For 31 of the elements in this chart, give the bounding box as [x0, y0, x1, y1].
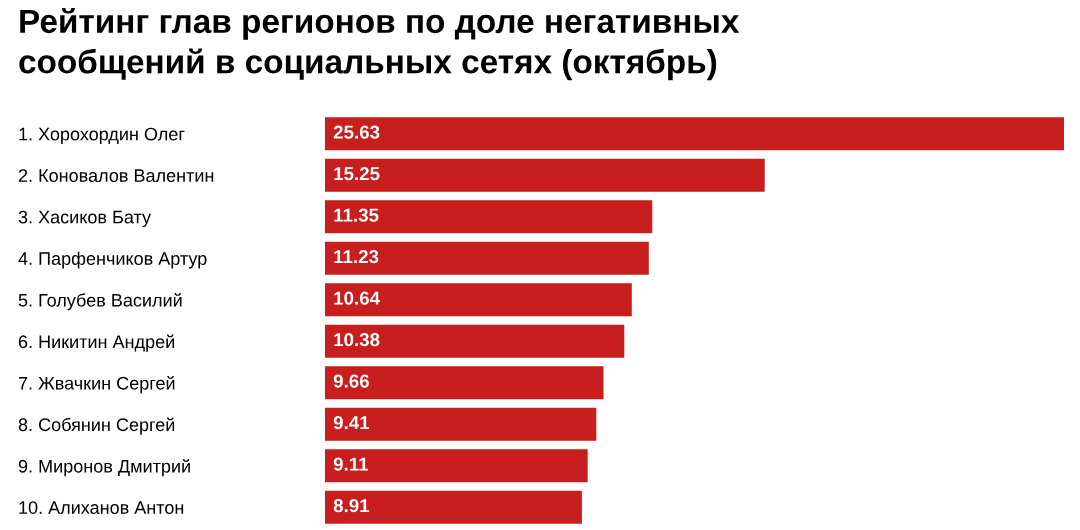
y-tick-label: 3. Хасиков Бату — [18, 210, 151, 228]
data-label: 11.23 — [334, 250, 379, 264]
y-tick-label: 8. Собянин Сергей — [18, 417, 175, 435]
data-label: 25.63 — [333, 125, 380, 139]
data-label: 9.11 — [333, 457, 369, 471]
data-label: 11.35 — [334, 208, 379, 222]
y-tick-label: 5. Голубев Василий — [18, 293, 182, 311]
y-tick-label: 4. Парфенчиков Артур — [18, 251, 207, 269]
bar — [325, 324, 625, 358]
bar — [325, 241, 649, 275]
data-label: 8.91 — [333, 499, 370, 513]
bar — [325, 366, 604, 400]
y-tick-label: 2. Коновалов Валентин — [18, 169, 214, 182]
chart-title: Рейтинг глав регионов по доле негативных сообщений в социальных сетях (октябрь) — [19, 8, 740, 81]
data-label: 10.64 — [334, 291, 380, 305]
bar — [325, 283, 632, 317]
bar — [325, 158, 765, 192]
data-label: 15.25 — [334, 167, 380, 181]
bar — [325, 490, 582, 524]
bar — [325, 407, 597, 441]
bar — [325, 200, 653, 234]
data-label: 10.38 — [334, 333, 380, 347]
data-label: 9.66 — [333, 374, 369, 388]
data-label: 9.41 — [333, 416, 370, 430]
y-tick-label: 9. Миронов Дмитрий — [18, 459, 190, 477]
y-tick-label: 7. Жвачкин Сергей — [18, 376, 175, 394]
y-tick-label: 6. Никитин Андрей — [18, 334, 174, 352]
bar — [325, 117, 1064, 151]
y-tick-label: 10. Алиханов Антон — [19, 501, 184, 514]
bar — [325, 449, 588, 483]
y-tick-label: 1. Хорохордин Олег — [19, 127, 185, 145]
